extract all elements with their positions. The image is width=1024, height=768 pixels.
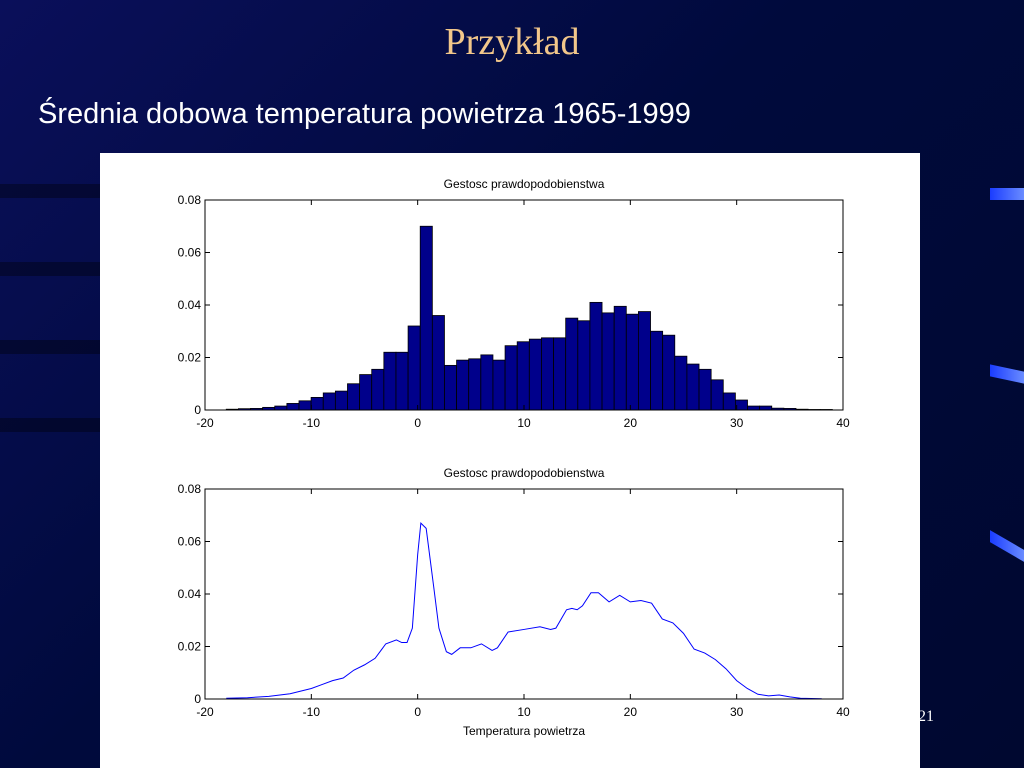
slide-subtitle: Średnia dobowa temperatura powietrza 196… bbox=[38, 98, 691, 130]
bar bbox=[347, 383, 361, 411]
bar bbox=[674, 355, 688, 411]
y-tick-label: 0.02 bbox=[178, 640, 202, 654]
y-tick-label: 0 bbox=[194, 692, 201, 706]
bar bbox=[456, 359, 470, 411]
y-tick-label: 0.06 bbox=[178, 246, 202, 260]
x-axis-label: Temperatura powietrza bbox=[463, 724, 585, 738]
decoration bbox=[990, 364, 1024, 384]
figure: -20 -10 0 10 20 30 40 0 0.02 0.04 0.06 0.08 Gestosc … bbox=[100, 153, 920, 768]
bar bbox=[734, 399, 748, 411]
bar bbox=[589, 301, 603, 411]
bar bbox=[383, 351, 397, 411]
x-tick-label: 0 bbox=[414, 705, 421, 719]
stripe bbox=[0, 184, 100, 198]
bar bbox=[310, 396, 324, 411]
y-tick-label: 0.08 bbox=[178, 482, 202, 496]
bar bbox=[759, 405, 773, 411]
bar bbox=[625, 313, 639, 411]
y-tick-label: 0.08 bbox=[178, 193, 202, 207]
stripe bbox=[0, 340, 100, 354]
line bbox=[226, 522, 822, 700]
bar bbox=[274, 405, 288, 411]
bar bbox=[468, 358, 482, 411]
y-tick-label: 0 bbox=[194, 403, 201, 417]
y-tick-label: 0.04 bbox=[178, 298, 202, 312]
bar bbox=[601, 312, 615, 411]
bar bbox=[334, 390, 348, 411]
bar bbox=[747, 405, 761, 411]
bar bbox=[371, 368, 385, 411]
x-tick-label: 40 bbox=[836, 705, 850, 719]
bar bbox=[662, 334, 676, 411]
bar bbox=[541, 337, 554, 411]
bar bbox=[698, 368, 712, 411]
chart-title: Gestosc prawdopodobienstwa bbox=[444, 177, 605, 191]
bar bbox=[492, 359, 506, 411]
x-tick-label: 10 bbox=[517, 705, 531, 719]
bar bbox=[577, 320, 591, 411]
chart-title: Gestosc prawdopodobienstwa bbox=[444, 466, 605, 480]
bar bbox=[359, 374, 373, 411]
x-tick-label: 40 bbox=[836, 416, 850, 430]
x-tick-label: 30 bbox=[730, 705, 744, 719]
decoration bbox=[990, 530, 1024, 562]
bar bbox=[395, 351, 409, 411]
bar bbox=[298, 400, 312, 411]
y-tick-label: 0.04 bbox=[178, 587, 202, 601]
stripe bbox=[0, 418, 100, 432]
bar bbox=[504, 345, 518, 411]
x-tick-label: 10 bbox=[517, 416, 531, 430]
bar bbox=[553, 337, 567, 411]
bar bbox=[431, 315, 445, 411]
x-tick-label: -20 bbox=[196, 705, 214, 719]
bar bbox=[638, 311, 651, 411]
bar bbox=[322, 392, 336, 411]
bar bbox=[407, 325, 421, 411]
x-tick-label: 0 bbox=[414, 416, 421, 430]
bar bbox=[613, 305, 627, 411]
x-tick-label: 20 bbox=[624, 705, 638, 719]
bar bbox=[419, 225, 433, 411]
y-tick-label: 0.02 bbox=[178, 351, 202, 365]
bar bbox=[286, 403, 300, 411]
bar bbox=[686, 363, 700, 411]
bar bbox=[565, 317, 579, 411]
x-tick-label: -10 bbox=[303, 705, 321, 719]
y-tick-label: 0.06 bbox=[178, 535, 202, 549]
bar bbox=[528, 338, 542, 411]
axes-box bbox=[204, 488, 844, 700]
decoration bbox=[990, 188, 1024, 200]
x-tick-label: 20 bbox=[624, 416, 638, 430]
bar bbox=[444, 364, 457, 411]
page-number: 21 bbox=[918, 708, 934, 725]
bar bbox=[710, 379, 724, 411]
x-tick-label: 30 bbox=[730, 416, 744, 430]
bar bbox=[650, 330, 664, 411]
bar bbox=[516, 341, 530, 411]
x-tick-label: -10 bbox=[303, 416, 321, 430]
x-tick-label: -20 bbox=[196, 416, 214, 430]
bar bbox=[480, 354, 494, 411]
bar bbox=[722, 392, 736, 411]
slide-title: Przykład bbox=[444, 21, 580, 63]
stripe bbox=[0, 262, 100, 276]
